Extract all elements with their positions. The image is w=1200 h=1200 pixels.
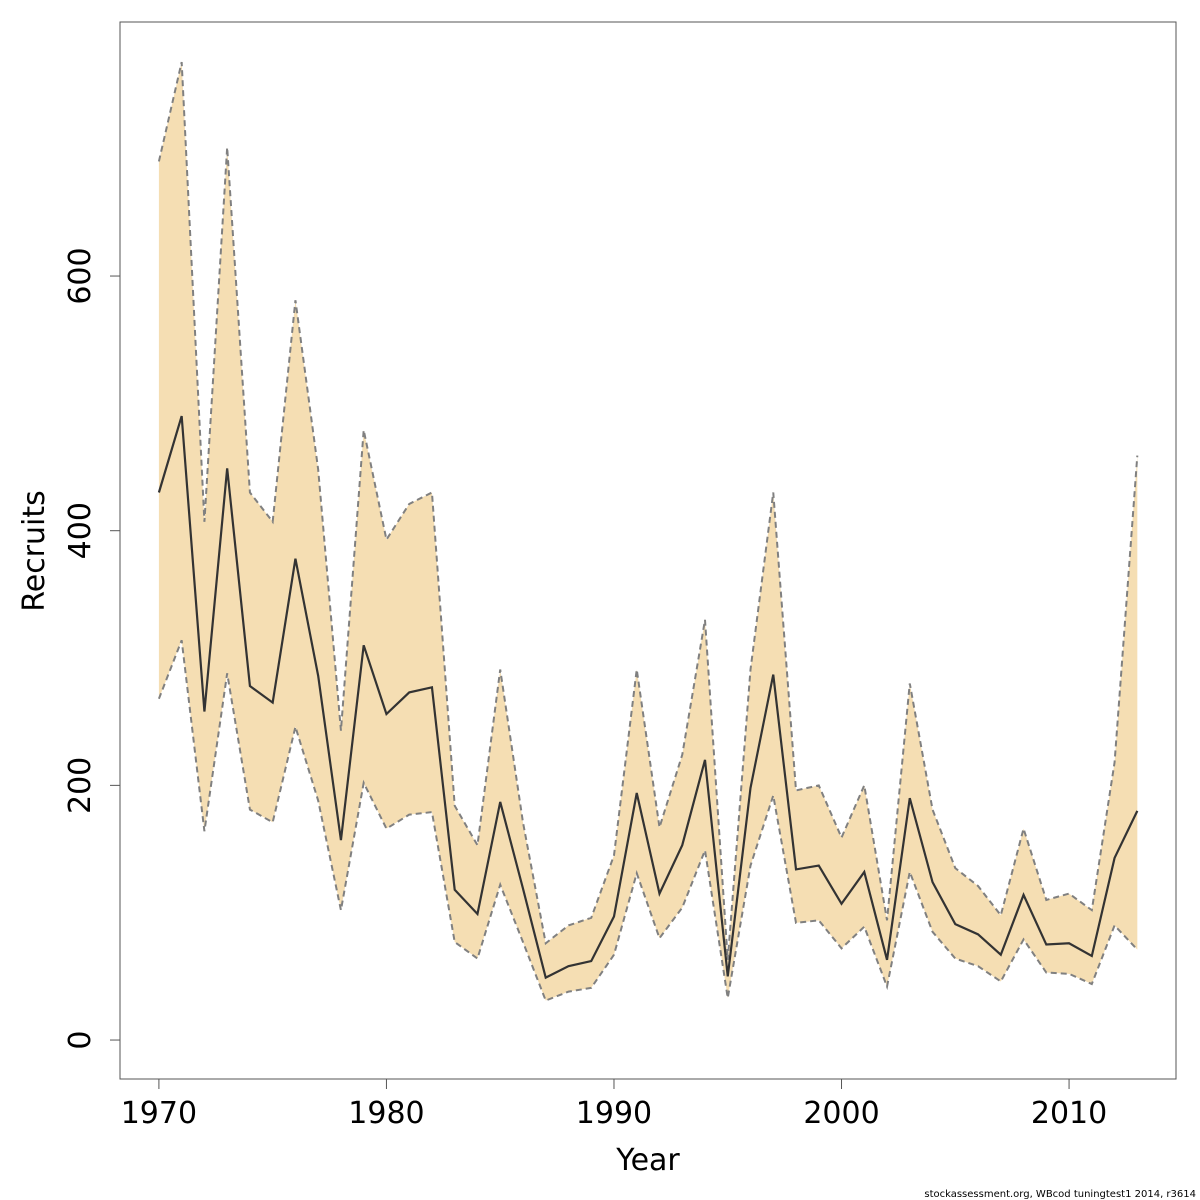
lower-bound [157, 639, 1139, 1002]
y-tick-label: 0 [63, 1030, 98, 1049]
footer: stockassessment.org, WBcod tuningtest1 2… [924, 1189, 1196, 1200]
x-tick-label: 1970 [121, 1096, 197, 1131]
y-tick-label: 400 [63, 502, 98, 559]
x-tick-label: 1990 [576, 1096, 652, 1131]
estimate-line [157, 415, 1139, 980]
x-tick-label: 2000 [803, 1096, 879, 1131]
y-axis-label: Recruits [17, 490, 52, 612]
x-axis-label: Year [615, 1143, 680, 1178]
confidence-band [158, 62, 1138, 1001]
y-tick-label: 200 [63, 757, 98, 814]
y-tick-label: 600 [63, 247, 98, 304]
x-tick-label: 2010 [1031, 1096, 1107, 1131]
x-tick-label: 1980 [348, 1096, 424, 1131]
